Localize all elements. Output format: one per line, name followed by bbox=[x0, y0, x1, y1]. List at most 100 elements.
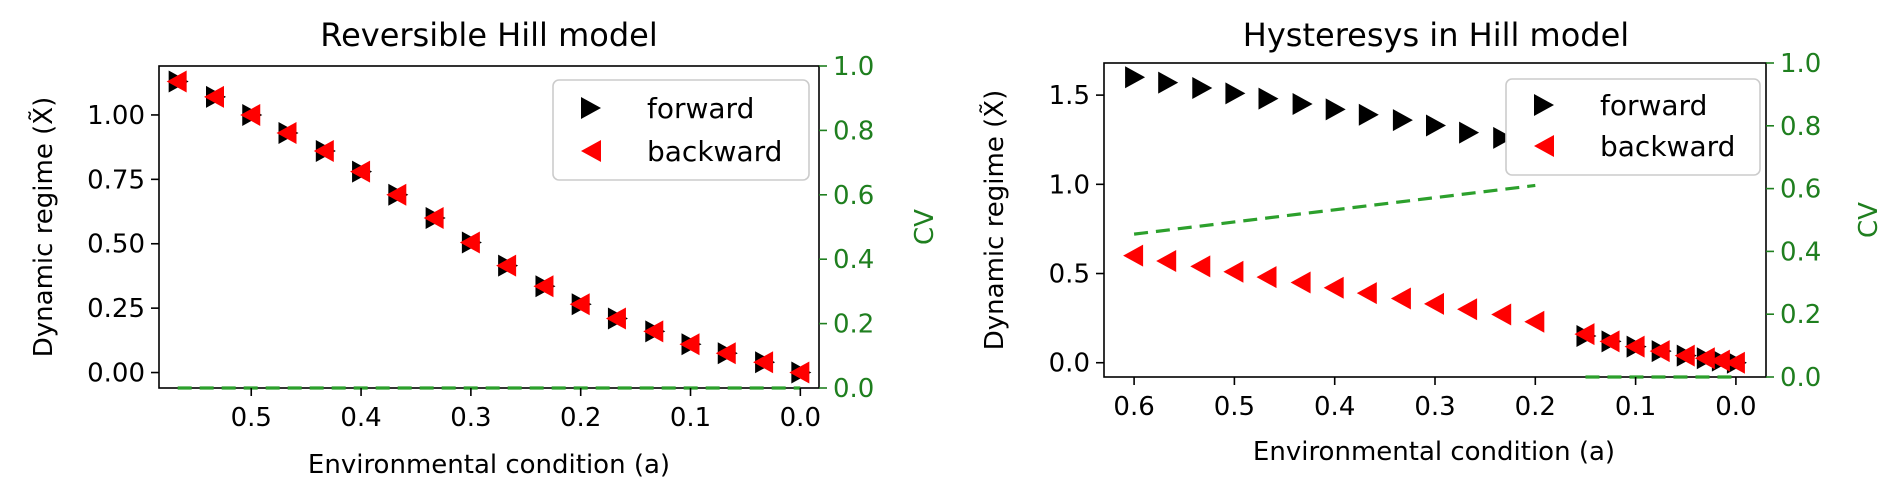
x-tick-label: 0.3 bbox=[1414, 392, 1455, 422]
backward-marker bbox=[1223, 260, 1244, 283]
backward-marker bbox=[533, 275, 554, 298]
backward-marker bbox=[1123, 244, 1144, 267]
backward-marker bbox=[1156, 250, 1177, 273]
backward-marker bbox=[753, 351, 774, 374]
forward-marker bbox=[1325, 98, 1346, 121]
y2-axis-label: CV bbox=[910, 209, 940, 245]
backward-marker bbox=[1290, 271, 1311, 294]
legend-label-backward: backward bbox=[1600, 130, 1735, 163]
backward-marker bbox=[1457, 298, 1478, 321]
x-axis-label: Environmental condition (a) bbox=[1253, 437, 1615, 467]
legend-label-forward: forward bbox=[1600, 89, 1707, 122]
legend-frame bbox=[552, 79, 810, 181]
marks-layer bbox=[1123, 66, 1747, 379]
backward-marker bbox=[1524, 310, 1545, 333]
x-tick-label: 0.4 bbox=[340, 403, 381, 433]
backward-marker bbox=[605, 307, 626, 330]
backward-marker bbox=[1624, 335, 1645, 358]
cv-dashed-line bbox=[1133, 183, 1536, 236]
y2-tick-label: 0.4 bbox=[833, 245, 874, 275]
legend: forward backward bbox=[1505, 78, 1761, 176]
x-tick-label: 0.4 bbox=[1314, 392, 1355, 422]
y2-tick-label: 0.2 bbox=[833, 310, 874, 340]
backward-marker bbox=[1599, 330, 1620, 353]
y-tick-label: 0.50 bbox=[87, 230, 145, 260]
backward-marker bbox=[313, 140, 334, 163]
x-tick-label: 0.0 bbox=[780, 403, 821, 433]
y2-tick-label: 0.0 bbox=[833, 374, 874, 404]
chart-title: Hysteresys in Hill model bbox=[1243, 16, 1629, 54]
y-tick-label: 0.25 bbox=[87, 294, 145, 324]
backward-marker bbox=[166, 70, 187, 93]
forward-marker bbox=[1459, 121, 1480, 144]
legend: forward backward bbox=[552, 79, 810, 181]
y2-tick-label: 0.0 bbox=[1780, 363, 1821, 393]
y2-tick-label: 0.6 bbox=[1780, 175, 1821, 205]
y-tick-label: 1.5 bbox=[1049, 81, 1090, 111]
x-tick-label: 0.5 bbox=[1214, 392, 1255, 422]
y-axis-label: Dynamic regime (X̃) bbox=[27, 97, 59, 357]
backward-marker bbox=[1491, 303, 1512, 326]
forward-marker bbox=[1125, 66, 1146, 89]
marks-layer bbox=[166, 70, 812, 390]
x-tick-label: 0.2 bbox=[1515, 392, 1556, 422]
backward-marker bbox=[496, 254, 517, 277]
chart-title: Reversible Hill model bbox=[320, 16, 657, 54]
y2-tick-label: 1.0 bbox=[1780, 49, 1821, 79]
x-tick-label: 0.5 bbox=[231, 403, 272, 433]
x-ticks: 0.6 0.5 0.4 0.3 0.2 0.1 0.0 bbox=[1113, 377, 1757, 422]
y2-ticks: 0.0 0.2 0.4 0.6 0.8 1.0 bbox=[819, 52, 874, 404]
x-axis-label: Environmental condition (a) bbox=[308, 450, 670, 480]
y-tick-label: 0.75 bbox=[87, 165, 145, 195]
y-tick-label: 1.00 bbox=[87, 101, 145, 131]
chart-reversible-hill: Reversible Hill model 0.5 0.4 0.3 0.2 0.1 0.0… bbox=[27, 16, 940, 480]
y2-ticks: 0.0 0.2 0.4 0.6 0.8 1.0 bbox=[1766, 49, 1821, 393]
x-tick-label: 0.2 bbox=[560, 403, 601, 433]
x-ticks: 0.5 0.4 0.3 0.2 0.1 0.0 bbox=[231, 388, 821, 433]
forward-marker bbox=[1493, 126, 1514, 149]
y2-tick-label: 0.6 bbox=[833, 181, 874, 211]
backward-marker bbox=[1390, 287, 1411, 310]
y-tick-label: 0.0 bbox=[1049, 349, 1090, 379]
forward-marker bbox=[1225, 82, 1246, 105]
forward-marker bbox=[1258, 87, 1279, 110]
backward-marker bbox=[643, 320, 664, 343]
legend-marker-backward bbox=[1534, 135, 1554, 157]
backward-marker bbox=[1356, 282, 1377, 305]
backward-marker bbox=[350, 160, 371, 183]
legend-marker-forward bbox=[581, 97, 601, 119]
backward-marker bbox=[276, 121, 297, 144]
legend-marker-forward bbox=[1534, 94, 1554, 116]
forward-marker bbox=[1426, 114, 1446, 137]
backward-marker bbox=[240, 103, 261, 126]
backward-marker bbox=[789, 361, 810, 384]
chart-hysteresys-hill: Hysteresys in Hill model 0.6 0.5 0.4 0.3 0.2… bbox=[978, 16, 1884, 467]
y2-tick-label: 1.0 bbox=[833, 52, 874, 82]
backward-marker bbox=[1649, 340, 1670, 363]
forward-marker bbox=[1158, 71, 1179, 94]
x-tick-label: 0.6 bbox=[1113, 392, 1154, 422]
backward-marker bbox=[569, 293, 590, 316]
backward-marker bbox=[204, 85, 225, 108]
y-ticks: 0.00 0.25 0.50 0.75 1.00 bbox=[87, 101, 159, 389]
y-ticks: 0.0 0.5 1.0 1.5 bbox=[1049, 81, 1104, 379]
backward-marker bbox=[1709, 349, 1730, 372]
x-tick-label: 0.1 bbox=[1615, 392, 1656, 422]
backward-marker bbox=[715, 342, 736, 365]
backward-marker bbox=[1323, 276, 1344, 299]
y-tick-label: 1.0 bbox=[1049, 170, 1090, 200]
forward-marker bbox=[1292, 93, 1313, 116]
y-axis-label: Dynamic regime (X̃) bbox=[978, 90, 1010, 350]
backward-marker bbox=[1256, 266, 1277, 289]
forward-marker bbox=[1358, 103, 1379, 126]
y-tick-label: 0.5 bbox=[1049, 260, 1090, 290]
legend-label-forward: forward bbox=[647, 92, 754, 125]
legend-label-backward: backward bbox=[647, 135, 782, 168]
legend-marker-backward bbox=[581, 140, 601, 162]
x-tick-label: 0.3 bbox=[450, 403, 491, 433]
backward-marker bbox=[1674, 344, 1695, 367]
backward-marker bbox=[459, 231, 480, 254]
backward-marker bbox=[386, 183, 407, 206]
